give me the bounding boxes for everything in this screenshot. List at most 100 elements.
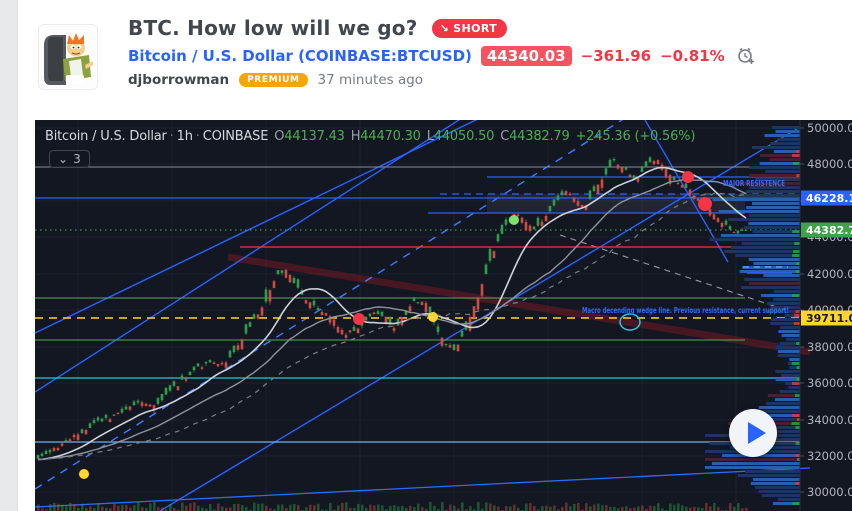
candle-body: [244, 324, 248, 334]
add-alert-icon[interactable]: [736, 46, 756, 66]
volume-bar: [645, 508, 648, 511]
candle-body: [340, 329, 344, 335]
volume-bar: [521, 509, 524, 511]
volume-profile-bar: [770, 306, 800, 309]
chevron-down-icon: ⌄: [58, 152, 69, 166]
candle-body: [452, 344, 456, 351]
candle-body: [564, 191, 568, 196]
price-axis-badge: [801, 190, 852, 206]
volume-profile-bar: [741, 242, 800, 245]
volume-profile-bar: [789, 358, 800, 361]
volume-bar: [389, 506, 392, 511]
signal-dot-marker: [698, 197, 712, 211]
volume-bar: [341, 502, 344, 511]
short-badge: ↘ SHORT: [431, 18, 508, 38]
volume-bar: [93, 508, 96, 511]
candle-body: [332, 319, 336, 326]
candle-body: [272, 281, 276, 288]
volume-bar: [725, 509, 728, 511]
volume-profile-bar: [766, 414, 800, 417]
candle-body: [428, 306, 432, 314]
candle-body: [364, 317, 368, 321]
volume-bar: [237, 503, 240, 511]
volume-profile-edge-bar: [795, 442, 800, 445]
volume-bar: [193, 502, 196, 511]
volume-bar: [697, 507, 700, 511]
idea-title-row: BTC. How low will we go? ↘ SHORT: [128, 16, 508, 40]
volume-bar: [205, 508, 208, 511]
indicators-collapse-button[interactable]: ⌄ 3: [49, 150, 90, 168]
candle-body: [436, 326, 440, 333]
volume-profile-bar: [770, 142, 800, 145]
candle-body: [72, 434, 76, 438]
volume-bar: [705, 502, 708, 511]
volume-bar: [441, 502, 444, 511]
price-axis-badge-label: 46228.1: [806, 192, 852, 205]
volume-bar: [69, 502, 72, 511]
volume-profile-bar: [737, 474, 800, 477]
price-chart[interactable]: MAJOR RESISTENCE Macro decending wedge li…: [34, 117, 852, 511]
candle-body: [316, 308, 320, 311]
volume-bar: [573, 503, 576, 511]
volume-profile-bar: [750, 482, 800, 485]
volume-bar: [77, 507, 80, 511]
candle-body: [56, 448, 60, 451]
volume-bar: [429, 502, 432, 511]
volume-profile-bar: [749, 214, 800, 217]
volume-profile-bar: [765, 170, 800, 173]
candle-body: [736, 230, 740, 234]
ohlc-low-value: 44050.50: [433, 129, 495, 144]
volume-bar: [641, 505, 644, 511]
volume-profile-edge-bar: [791, 422, 800, 425]
legend-symbol: Bitcoin / U.S. Dollar: [45, 129, 167, 144]
volume-profile-bar: [758, 406, 800, 409]
volume-bar: [309, 504, 312, 511]
volume-bar: [657, 503, 660, 511]
volume-bar: [693, 506, 696, 511]
candle-body: [672, 177, 676, 180]
candle-body: [456, 344, 460, 352]
candle-body: [176, 386, 180, 391]
volume-bar: [581, 509, 584, 511]
volume-profile-bar: [718, 210, 800, 213]
volume-bar: [141, 507, 144, 511]
symbol-link[interactable]: Bitcoin / U.S. Dollar (COINBASE:BTCUSD): [128, 47, 472, 65]
volume-profile-edge-bar: [792, 254, 800, 257]
volume-profile-bar: [705, 458, 800, 461]
author-username[interactable]: djborrowman: [128, 72, 230, 88]
chart-panel[interactable]: MAJOR RESISTENCE Macro decending wedge li…: [34, 117, 852, 511]
candle-body: [616, 164, 620, 169]
candle-body: [120, 408, 124, 413]
volume-profile-bar: [733, 182, 800, 185]
trendline: [34, 117, 626, 490]
volume-profile-bar: [775, 346, 800, 349]
volume-profile-bar: [773, 150, 800, 153]
chart-legend: Bitcoin / U.S. Dollar · 1h · COINBASE O44137.…: [45, 129, 696, 144]
candle-body: [64, 440, 68, 442]
volume-profile-bar: [789, 366, 800, 369]
candle-body: [620, 167, 624, 173]
candle-body: [388, 317, 392, 325]
volume-profile-bar: [771, 126, 800, 129]
volume-bar: [689, 507, 692, 511]
signal-dot-marker: [682, 171, 694, 183]
moving-average-line: [37, 178, 747, 461]
volume-profile-bar: [775, 370, 800, 373]
volume-profile-bar: [711, 462, 800, 465]
candle-body: [144, 403, 148, 407]
volume-bar: [445, 509, 448, 511]
candle-body: [680, 185, 684, 188]
candle-body: [384, 316, 388, 324]
avatar[interactable]: [38, 24, 98, 90]
volume-bar: [393, 505, 396, 511]
volume-bar: [457, 508, 460, 511]
candle-body: [192, 366, 196, 371]
candle-body: [36, 455, 40, 459]
volume-bar: [473, 509, 476, 511]
candle-body: [608, 159, 612, 167]
play-button[interactable]: [729, 409, 777, 457]
volume-profile-bar: [775, 378, 800, 381]
ohlc-high-label: H: [350, 129, 361, 144]
candle-body: [112, 414, 116, 416]
volume-profile-bar: [763, 274, 800, 277]
